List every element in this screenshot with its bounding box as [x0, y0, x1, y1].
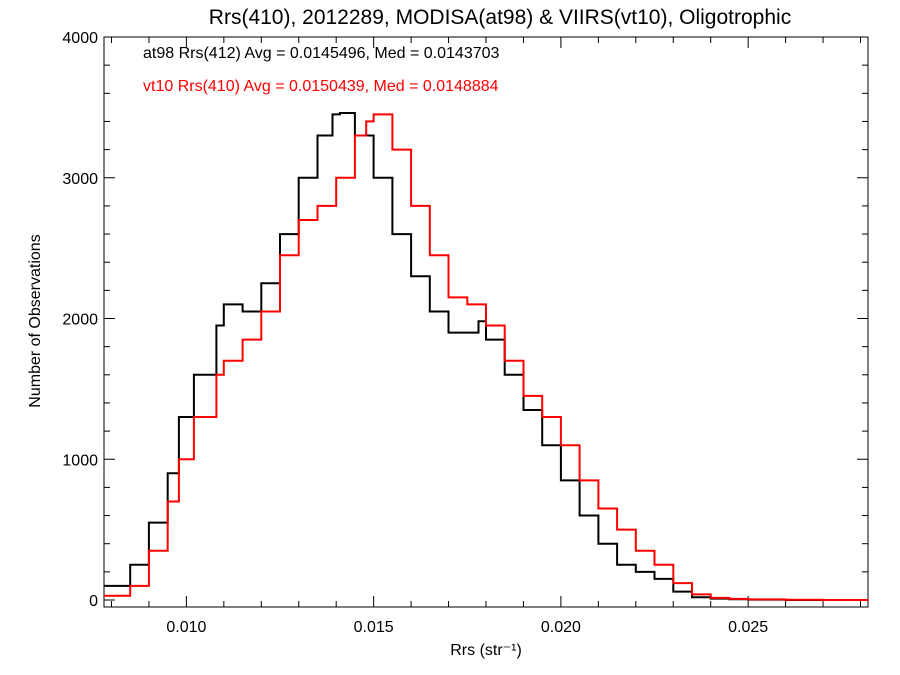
y-tick-label: 2000 — [62, 312, 98, 329]
histogram-series-0 — [104, 112, 868, 601]
y-tick-label: 0 — [89, 593, 98, 610]
x-tick-label: 0.010 — [166, 619, 206, 636]
x-tick-label: 0.025 — [728, 619, 768, 636]
chart-title: Rrs(410), 2012289, MODISA(at98) & VIIRS(… — [209, 6, 791, 29]
annotation-at98: at98 Rrs(412) Avg = 0.0145496, Med = 0.0… — [143, 45, 500, 62]
histogram-series-1 — [104, 113, 868, 601]
plot-area: 0.010 0.015 0.020 0.025 0 1000 2000 3000 4000 — [62, 30, 869, 636]
annotation-vt10: vt10 Rrs(410) Avg = 0.0150439, Med = 0.0… — [143, 78, 499, 95]
y-tick-label: 3000 — [62, 171, 98, 188]
x-axis-label: Rrs (str⁻¹) — [450, 642, 522, 659]
y-axis-label: Number of Observations — [27, 234, 44, 407]
x-tick-label: 0.015 — [354, 619, 394, 636]
x-tick-label: 0.020 — [541, 619, 581, 636]
y-tick-label: 1000 — [62, 452, 98, 469]
y-tick-label: 4000 — [62, 30, 98, 47]
